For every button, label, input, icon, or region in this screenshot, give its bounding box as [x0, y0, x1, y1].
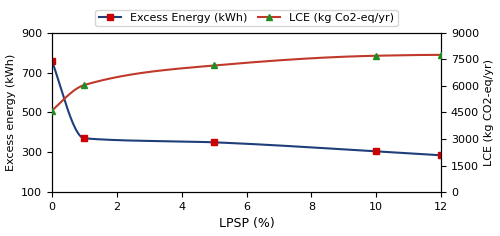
Y-axis label: LCE (kg CO2-eq/yr): LCE (kg CO2-eq/yr): [484, 59, 494, 166]
Y-axis label: Excess energy (kWh): Excess energy (kWh): [6, 54, 16, 171]
X-axis label: LPSP (%): LPSP (%): [218, 217, 274, 230]
Legend: Excess Energy (kWh), LCE (kg Co2-eq/yr): Excess Energy (kWh), LCE (kg Co2-eq/yr): [96, 10, 398, 26]
